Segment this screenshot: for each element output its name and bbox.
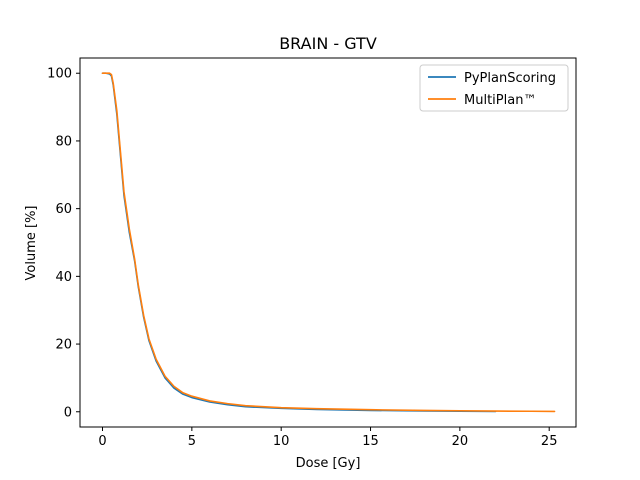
- legend-box: [419, 64, 569, 112]
- y-tick-label: 100: [47, 67, 72, 82]
- y-tick-label: 20: [55, 338, 72, 353]
- y-tick-label: 80: [55, 134, 72, 149]
- legend-label: PyPlanScoring: [464, 71, 556, 86]
- x-tick-label: 0: [98, 434, 106, 449]
- x-tick-label: 20: [452, 434, 469, 449]
- chart-title: BRAIN - GTV: [279, 34, 377, 53]
- legend: PyPlanScoring MultiPlan™: [419, 64, 569, 112]
- x-tick-label: 15: [362, 434, 379, 449]
- axes-frame: [79, 57, 577, 428]
- x-tick-label: 25: [541, 434, 558, 449]
- y-axis-label: Volume [%]: [24, 206, 39, 281]
- x-tick-label: 10: [273, 434, 290, 449]
- legend-label: MultiPlan™: [464, 93, 536, 108]
- y-tick-label: 60: [55, 202, 72, 217]
- series-line-multiplan: [101, 72, 556, 413]
- y-tick-label: 0: [64, 405, 72, 420]
- x-axis-label: Dose [Gy]: [296, 456, 361, 471]
- y-tick-label: 40: [55, 270, 72, 285]
- plot-area: 0 5 10 15 20 25 0 20 40 60 80 100: [47, 57, 577, 449]
- x-tick-label: 5: [188, 434, 196, 449]
